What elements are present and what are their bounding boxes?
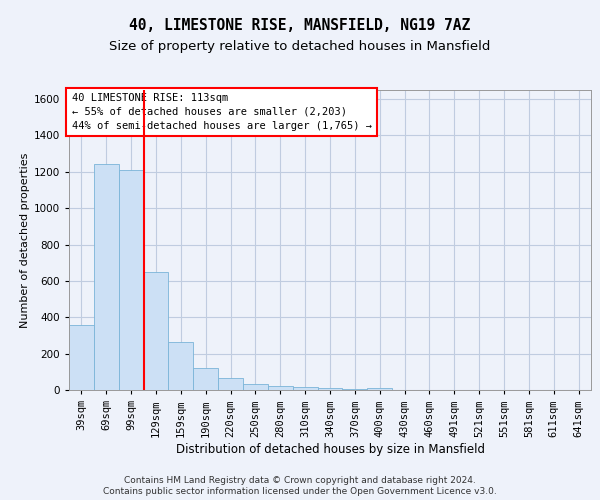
Bar [143, 272, 169, 390]
Bar [317, 388, 343, 390]
Text: 40, LIMESTONE RISE, MANSFIELD, NG19 7AZ: 40, LIMESTONE RISE, MANSFIELD, NG19 7AZ [130, 18, 470, 32]
Bar [293, 388, 317, 390]
Bar [193, 368, 218, 390]
Bar [243, 384, 268, 390]
Text: Contains public sector information licensed under the Open Government Licence v3: Contains public sector information licen… [103, 487, 497, 496]
Bar [367, 388, 392, 390]
Bar [268, 386, 293, 390]
Bar [94, 164, 119, 390]
Bar [218, 378, 243, 390]
Text: 40 LIMESTONE RISE: 113sqm
← 55% of detached houses are smaller (2,203)
44% of se: 40 LIMESTONE RISE: 113sqm ← 55% of detac… [71, 93, 371, 131]
Y-axis label: Number of detached properties: Number of detached properties [20, 152, 29, 328]
Bar [119, 170, 143, 390]
X-axis label: Distribution of detached houses by size in Mansfield: Distribution of detached houses by size … [176, 444, 485, 456]
Text: Contains HM Land Registry data © Crown copyright and database right 2024.: Contains HM Land Registry data © Crown c… [124, 476, 476, 485]
Text: Size of property relative to detached houses in Mansfield: Size of property relative to detached ho… [109, 40, 491, 53]
Bar [169, 342, 193, 390]
Bar [69, 324, 94, 390]
Bar [343, 389, 367, 390]
